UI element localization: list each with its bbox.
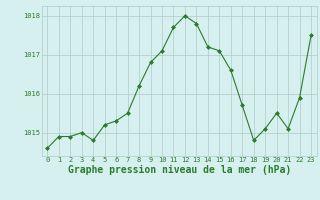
X-axis label: Graphe pression niveau de la mer (hPa): Graphe pression niveau de la mer (hPa) bbox=[68, 165, 291, 175]
